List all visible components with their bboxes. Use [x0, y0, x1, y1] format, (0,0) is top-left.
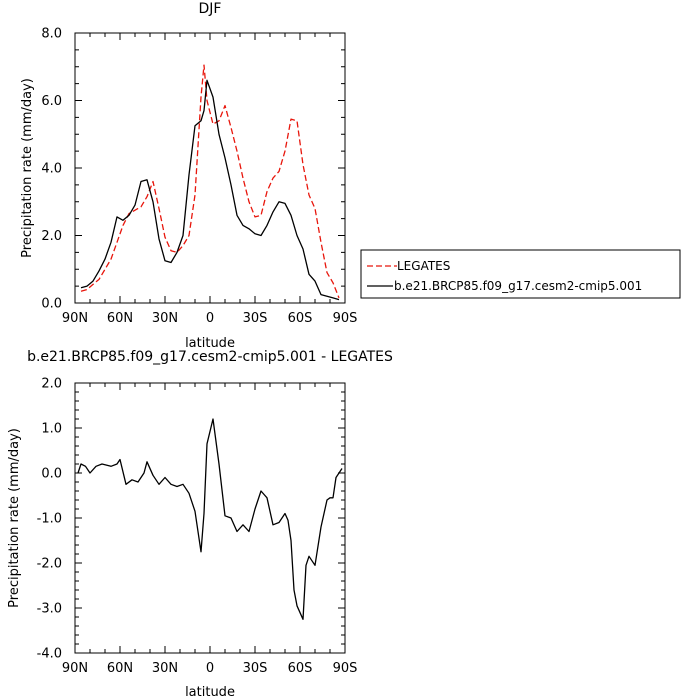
x-tick-label: 0 [206, 311, 214, 326]
x-tick-label: 90S [333, 311, 358, 326]
plot-frame [74, 382, 346, 654]
y-tick-label: 6.0 [41, 94, 62, 109]
y-tick-label: 1.0 [41, 422, 62, 437]
legend-label-legates: LEGATES [397, 259, 450, 273]
x-tick-label: 60S [288, 311, 313, 326]
y-axis-label: Precipitation rate (mm/day) [7, 428, 22, 608]
legend-label-model: b.e21.BRCP85.f09_g17.cesm2-cmip5.001 [394, 279, 642, 293]
y-tick-label: 8.0 [41, 27, 62, 42]
y-tick-label: 2.0 [41, 377, 62, 392]
x-tick-label: 60N [107, 661, 133, 676]
x-axis-label: latitude [185, 685, 235, 700]
y-tick-label: -3.0 [37, 602, 62, 617]
series-line-b-e21-brcp85-f09-g17-cesm2-cmip5-001 [80, 79, 340, 301]
y-tick-label: -2.0 [37, 557, 62, 572]
x-axis-label: latitude [185, 336, 235, 351]
y-tick-label: 0.0 [41, 297, 62, 312]
legend: LEGATES b.e21.BRCP85.f09_g17.cesm2-cmip5… [360, 249, 681, 299]
x-tick-label: 0 [206, 661, 214, 676]
panel-difference: b.e21.BRCP85.f09_g17.cesm2-cmip5.001 - L… [7, 349, 393, 700]
x-tick-label: 60S [288, 661, 313, 676]
legend-box [360, 249, 681, 299]
chart-title: DJF [199, 1, 222, 17]
x-tick-label: 90N [62, 661, 88, 676]
y-tick-label: 0.0 [41, 467, 62, 482]
x-tick-label: 30S [243, 311, 268, 326]
y-tick-label: -1.0 [37, 512, 62, 527]
x-tick-label: 60N [107, 311, 133, 326]
y-tick-label: 2.0 [41, 229, 62, 244]
series-line-legates [80, 64, 340, 299]
y-axis-label: Precipitation rate (mm/day) [20, 78, 35, 258]
x-tick-label: 30N [152, 311, 178, 326]
chart-title: b.e21.BRCP85.f09_g17.cesm2-cmip5.001 - L… [27, 349, 393, 365]
x-tick-label: 90N [62, 311, 88, 326]
plot-frame [74, 32, 346, 304]
y-tick-label: 4.0 [41, 162, 62, 177]
series-line-difference [77, 418, 343, 620]
x-tick-label: 30N [152, 661, 178, 676]
x-tick-label: 90S [333, 661, 358, 676]
x-tick-label: 30S [243, 661, 268, 676]
panel-climatology: DJF 90N 60N 30N 0 30S 60S 90S 0.0 2.0 4.0 6.0 8.0 l… [20, 1, 357, 351]
y-tick-label: -4.0 [37, 647, 62, 662]
